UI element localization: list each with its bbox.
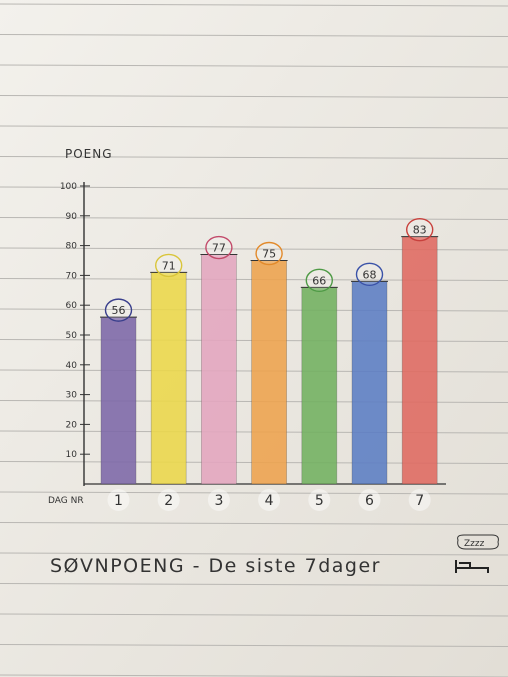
x-axis-label: DAG NR xyxy=(48,496,84,506)
bed-icon xyxy=(455,560,489,573)
y-tick-label: 20 xyxy=(66,420,78,430)
caption: SØVNPOENG - De siste 7dager Zzzz xyxy=(50,534,499,577)
y-tick-label: 90 xyxy=(66,212,78,222)
x-tick-highlight xyxy=(107,489,130,511)
x-tick-highlight xyxy=(157,489,180,511)
value-labels: 56 71 77 75 66 68 83 xyxy=(104,217,434,322)
ruled-line xyxy=(0,491,508,495)
y-tick-label: 50 xyxy=(66,331,78,341)
y-tick-label: 70 xyxy=(66,271,78,281)
value-label: 71 xyxy=(162,259,176,272)
ruled-line xyxy=(0,644,508,647)
bars xyxy=(100,236,439,485)
value-label: 56 xyxy=(112,304,126,317)
x-tick-label: 1 xyxy=(114,493,123,509)
sleep-text: Zzzz xyxy=(464,539,485,549)
ruled-line xyxy=(0,34,508,37)
x-tick-label: 4 xyxy=(265,493,274,509)
x-ticks: 1 2 3 4 5 6 7 xyxy=(107,489,431,511)
bar-day-5 xyxy=(301,286,338,485)
x-tick-label: 6 xyxy=(365,493,374,509)
ruled-line xyxy=(0,583,508,586)
bar-day-7 xyxy=(401,236,438,485)
x-tick-highlight xyxy=(308,489,331,511)
y-tick-label: 30 xyxy=(66,391,78,401)
value-label: 66 xyxy=(312,274,326,287)
x-tick-highlight xyxy=(258,489,281,511)
bar-day-3 xyxy=(200,254,237,485)
value-circle xyxy=(154,253,183,278)
value-label: 77 xyxy=(212,242,226,255)
value-circle xyxy=(205,235,233,260)
x-tick-highlight xyxy=(207,489,230,511)
value-label: 68 xyxy=(363,268,377,281)
y-tick-label: 100 xyxy=(60,182,77,192)
value-circle xyxy=(355,262,384,287)
bar-day-4 xyxy=(251,260,288,485)
bar-day-2 xyxy=(150,272,187,485)
x-tick-label: 7 xyxy=(415,493,424,509)
y-ticks: 10 20 30 40 50 60 70 80 90 100 xyxy=(60,182,90,460)
x-tick-label: 2 xyxy=(164,493,173,509)
value-circle xyxy=(104,298,133,322)
chart-title: SØVNPOENG - De siste 7dager xyxy=(50,555,381,577)
value-circle xyxy=(255,241,283,266)
bar-day-1 xyxy=(100,316,137,485)
y-axis-label: POENG xyxy=(65,147,113,161)
value-label: 83 xyxy=(413,224,427,237)
value-circle xyxy=(305,268,333,293)
bar-day-6 xyxy=(351,280,388,485)
x-tick-label: 3 xyxy=(214,493,223,509)
ruled-line xyxy=(0,3,508,7)
ruled-line xyxy=(0,552,508,556)
value-circle xyxy=(406,217,434,242)
value-label: 75 xyxy=(262,248,276,261)
ruled-line xyxy=(0,64,508,68)
y-tick-label: 80 xyxy=(66,242,78,252)
ruled-line xyxy=(0,95,508,98)
x-tick-label: 5 xyxy=(315,493,324,509)
y-tick-label: 10 xyxy=(66,450,78,460)
y-tick-label: 60 xyxy=(66,301,78,311)
sleep-bubble-icon: Zzzz xyxy=(457,534,499,550)
x-tick-highlight xyxy=(358,489,381,511)
ruled-line xyxy=(0,522,508,525)
ruled-line xyxy=(0,125,508,129)
x-tick-highlight xyxy=(408,489,431,511)
y-tick-label: 40 xyxy=(66,361,78,371)
ruled-line xyxy=(0,613,508,617)
ruled-line xyxy=(0,156,508,159)
